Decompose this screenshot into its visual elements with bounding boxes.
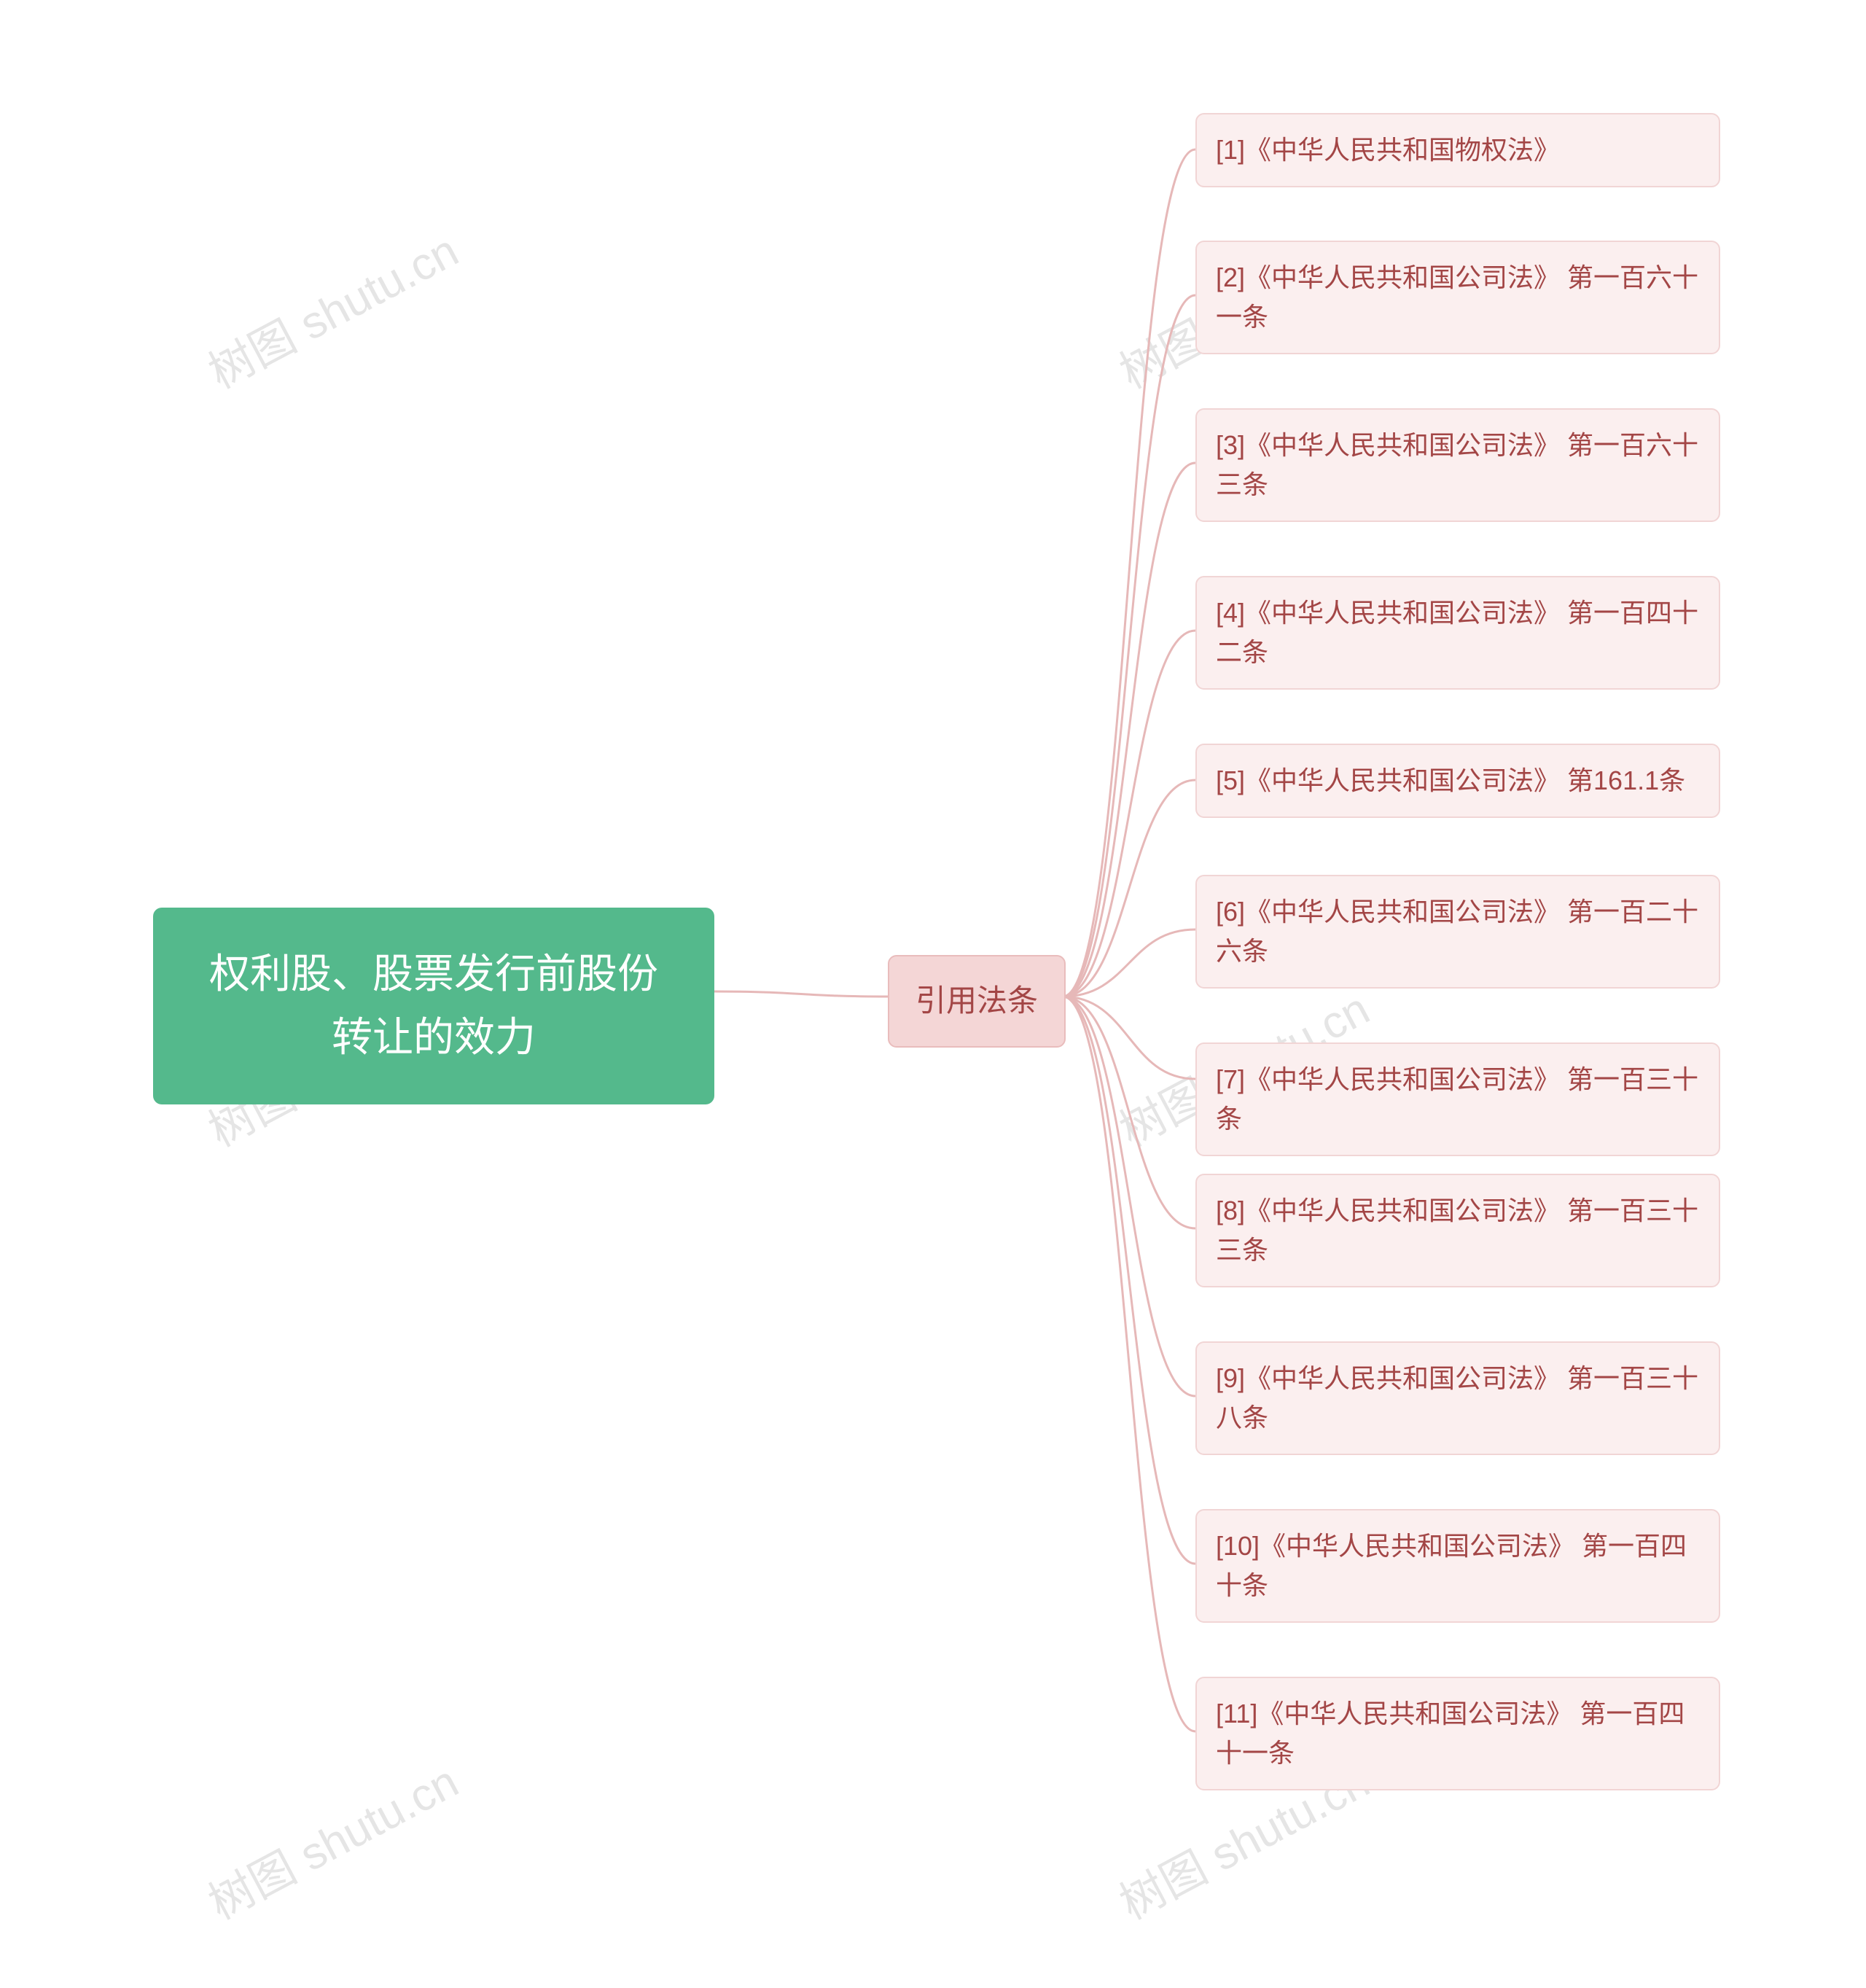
watermark: 树图 shutu.cn — [195, 1745, 468, 1932]
mindmap-leaf: [4]《中华人民共和国公司法》 第一百四十二条 — [1195, 576, 1720, 690]
mindmap-leaf: [11]《中华人民共和国公司法》 第一百四十一条 — [1195, 1677, 1720, 1790]
mindmap-leaf: [10]《中华人民共和国公司法》 第一百四十条 — [1195, 1509, 1720, 1623]
mindmap-leaf: [6]《中华人民共和国公司法》 第一百二十六条 — [1195, 875, 1720, 989]
mindmap-leaf: [1]《中华人民共和国物权法》 — [1195, 113, 1720, 187]
mindmap-category: 引用法条 — [888, 955, 1066, 1048]
mindmap-leaf: [7]《中华人民共和国公司法》 第一百三十条 — [1195, 1042, 1720, 1156]
mindmap-leaf: [2]《中华人民共和国公司法》 第一百六十一条 — [1195, 241, 1720, 354]
mindmap-root: 权利股、股票发行前股份转让的效力 — [153, 908, 714, 1104]
mindmap-leaf: [5]《中华人民共和国公司法》 第161.1条 — [1195, 744, 1720, 818]
mindmap-leaf: [8]《中华人民共和国公司法》 第一百三十三条 — [1195, 1174, 1720, 1287]
mindmap-leaf: [3]《中华人民共和国公司法》 第一百六十三条 — [1195, 408, 1720, 522]
mindmap-leaf: [9]《中华人民共和国公司法》 第一百三十八条 — [1195, 1341, 1720, 1455]
watermark: 树图 shutu.cn — [195, 214, 468, 401]
